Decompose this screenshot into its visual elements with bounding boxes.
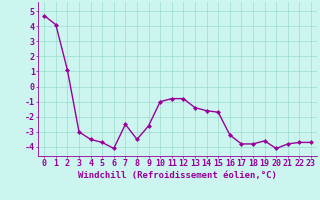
X-axis label: Windchill (Refroidissement éolien,°C): Windchill (Refroidissement éolien,°C) [78,171,277,180]
